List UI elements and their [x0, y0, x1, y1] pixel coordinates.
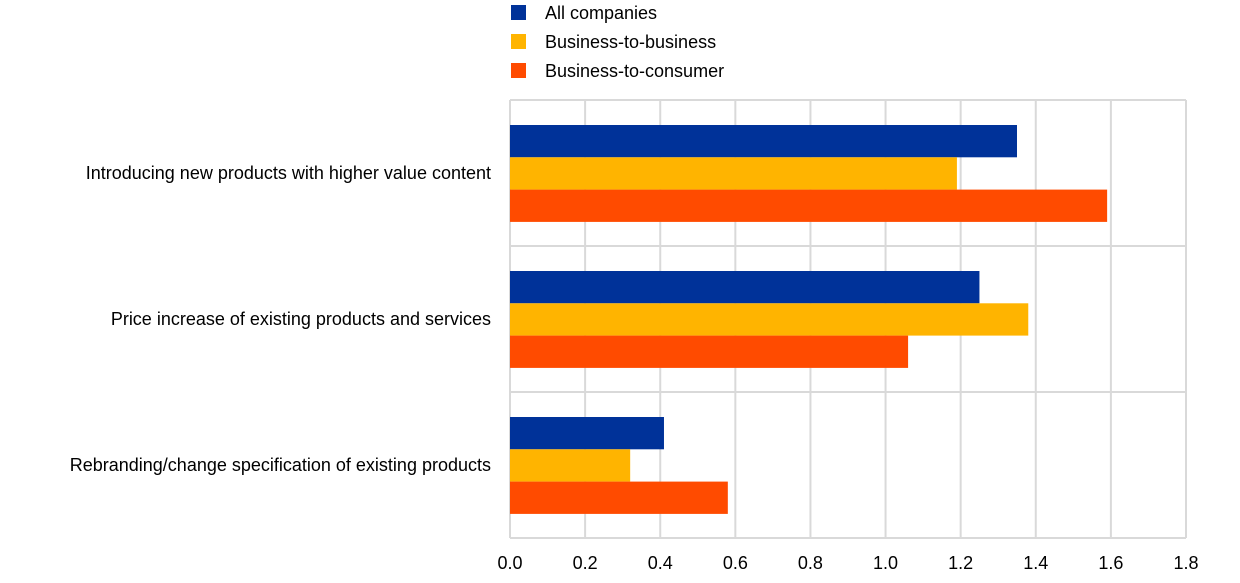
x-tick-label: 1.2: [948, 553, 973, 573]
bars: [510, 125, 1108, 514]
x-tick-label: 1.6: [1098, 553, 1123, 573]
bar-business-to-business: [510, 157, 957, 190]
bar-business-to-consumer: [510, 481, 728, 514]
legend-swatch: [511, 5, 526, 20]
x-tick-label: 1.4: [1023, 553, 1048, 573]
legend-swatch: [511, 34, 526, 49]
bar-business-to-business: [510, 303, 1029, 336]
bar-all-companies: [510, 271, 980, 304]
bar-business-to-business: [510, 449, 631, 482]
x-tick-label: 0.8: [798, 553, 823, 573]
category-label: Introducing new products with higher val…: [86, 163, 491, 183]
bar-business-to-consumer: [510, 335, 909, 368]
category-label: Rebranding/change specification of exist…: [70, 455, 491, 475]
bar-all-companies: [510, 417, 664, 450]
x-tick-label: 1.0: [873, 553, 898, 573]
bar-business-to-consumer: [510, 189, 1108, 222]
bar-all-companies: [510, 125, 1017, 158]
legend-swatch: [511, 63, 526, 78]
legend-label: Business-to-consumer: [545, 61, 724, 81]
x-tick-labels: 0.0 0.2 0.4 0.6 0.8 1.0 1.2 1.4 1.6 1.8: [497, 553, 1198, 573]
category-label: Price increase of existing products and …: [111, 309, 491, 329]
legend-label: Business-to-business: [545, 32, 716, 52]
legend-label: All companies: [545, 3, 657, 23]
category-labels: Introducing new products with higher val…: [70, 163, 491, 475]
x-tick-label: 0.2: [573, 553, 598, 573]
x-tick-label: 0.6: [723, 553, 748, 573]
x-tick-label: 0.4: [648, 553, 673, 573]
x-tick-label: 0.0: [497, 553, 522, 573]
x-tick-label: 1.8: [1173, 553, 1198, 573]
legend: All companies Business-to-business Busines…: [511, 3, 724, 81]
